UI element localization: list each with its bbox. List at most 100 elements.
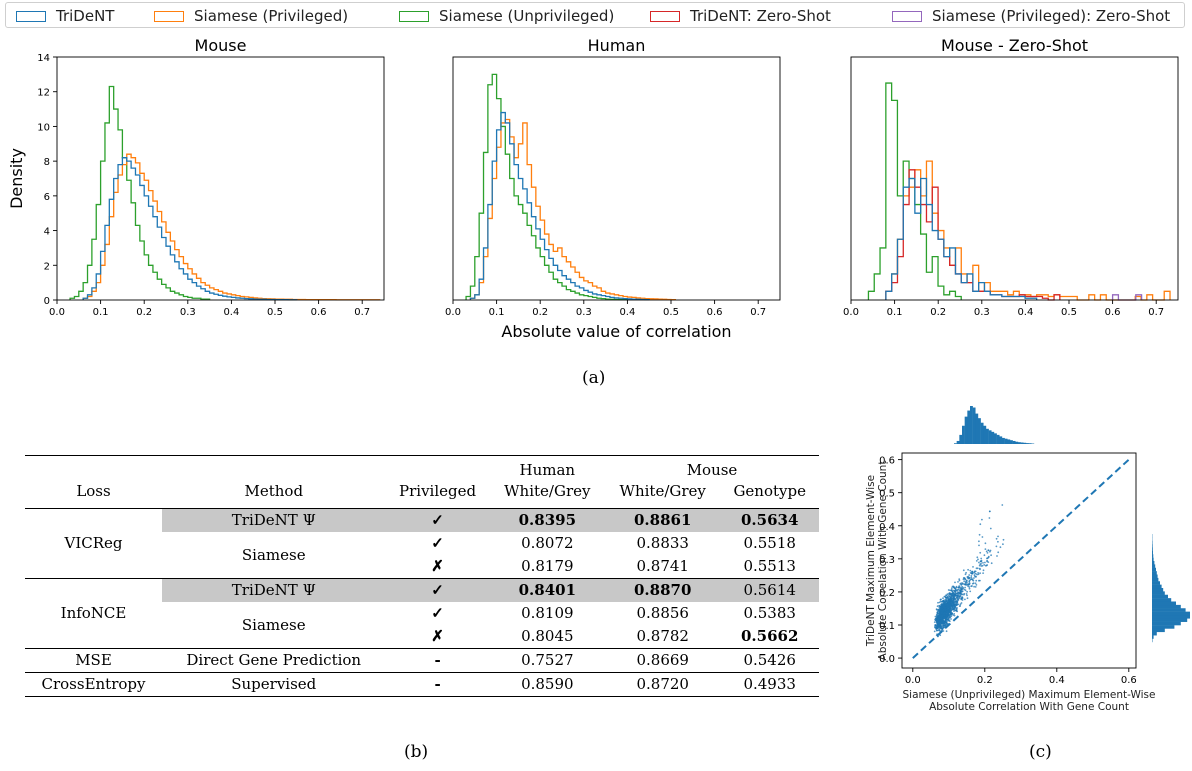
scatter-point	[937, 615, 939, 618]
table-body: VICReg TriDeNT Ψ ✓ 0.8395 0.8861 0.5634 Siames…	[25, 508, 819, 697]
y-tick-label: 0.4	[879, 522, 895, 533]
marginal-bar	[1152, 601, 1176, 606]
scatter-point	[942, 606, 945, 608]
scatter-point	[952, 594, 955, 597]
scatter-point	[987, 549, 990, 552]
scatter-point	[969, 569, 972, 572]
scatter-point	[950, 613, 953, 616]
scatter-point	[945, 600, 948, 603]
marginal-bar	[1152, 611, 1190, 616]
scatter-point	[970, 585, 973, 588]
scatter-point	[956, 592, 959, 595]
cell-human-wg: 0.8590	[521, 675, 574, 693]
scatter-point	[947, 598, 950, 601]
scatter-point	[956, 610, 959, 613]
scatter-point	[948, 614, 950, 616]
scatter-point	[963, 580, 966, 583]
x-tick-label: 0.4	[223, 307, 239, 318]
cell-loss: InfoNCE	[60, 604, 127, 622]
cell-genotype: 0.5518	[743, 534, 796, 552]
scatter-point	[935, 608, 938, 610]
table-row: MSE Direct Gene Prediction - 0.7527 0.8669 0.…	[25, 649, 819, 673]
cell-privileged: ✓	[431, 604, 444, 622]
scatter-point	[952, 614, 954, 616]
scatter-point	[970, 578, 972, 581]
scatter-point	[944, 608, 947, 610]
scatter-point	[953, 610, 955, 612]
marginal-bar	[988, 430, 992, 444]
cell-human-wg: 0.8045	[521, 627, 574, 645]
scatter-point	[969, 572, 972, 574]
legend-label: TriDeNT: Zero-Shot	[690, 7, 831, 25]
scatter-point	[942, 597, 944, 600]
table-row: ✗ 0.8045 0.8782 0.5662	[25, 625, 819, 649]
scatter-point	[950, 589, 953, 591]
histogram-series-1-2	[469, 111, 650, 301]
scatter-point	[953, 607, 956, 610]
y-tick-label: 4	[44, 227, 50, 238]
scatter-point	[949, 592, 951, 595]
scatter-point	[941, 620, 943, 622]
histogram-2: Mouse - Zero-Shot 0.0 0.1 0.2 0.3 0.4 0.5 0.6 0.…	[843, 36, 1179, 318]
th-loss: Loss	[76, 482, 111, 500]
scatter-point	[964, 589, 967, 592]
cell-mouse-wg: 0.8870	[605, 578, 721, 602]
marginal-bar	[1152, 591, 1165, 595]
scatter-point	[954, 603, 957, 606]
scatter-point	[968, 580, 971, 583]
cell-loss: VICReg	[64, 534, 123, 552]
scatter-point	[986, 552, 989, 554]
scatter-point	[957, 581, 959, 583]
scatter-point	[985, 550, 988, 553]
scatter-point	[938, 604, 941, 607]
cell-mouse-wg: 0.8833	[636, 534, 689, 552]
cell-human-wg: 0.7527	[521, 651, 574, 669]
scatter-point	[960, 602, 963, 604]
scatter-point	[948, 619, 950, 622]
scatter-point	[944, 596, 947, 599]
marginal-bar	[1152, 608, 1186, 612]
scatter-point	[971, 578, 974, 581]
scatter-point	[981, 564, 984, 567]
cell-privileged: ✗	[431, 627, 444, 645]
x-tick-label: 0.7	[1148, 307, 1164, 318]
th-method: Method	[244, 482, 304, 500]
scatter-point	[961, 593, 963, 596]
y-tick-label: 0.3	[879, 555, 895, 566]
scatter-point	[968, 583, 970, 585]
scatter-point	[933, 621, 936, 623]
scatter-point	[951, 597, 954, 600]
marginal-bar	[1152, 635, 1154, 639]
scatter-point	[961, 596, 964, 599]
scatter-point	[946, 608, 949, 611]
scatter-point	[959, 593, 961, 596]
scatter-point	[958, 578, 961, 580]
marginal-bar	[1152, 615, 1190, 619]
table-row: Siamese ✓ 0.8072 0.8833 0.5518	[25, 532, 819, 564]
x-tick-label: 0.3	[576, 307, 592, 318]
scatter-point	[965, 584, 968, 586]
cell-loss: CrossEntropy	[41, 675, 146, 693]
scatter-point	[946, 611, 949, 614]
scatter-point	[982, 569, 985, 572]
scatter-point	[986, 559, 988, 562]
caption-c: (c)	[1029, 742, 1052, 762]
scatter-point	[968, 587, 971, 590]
scatter-point	[984, 548, 987, 550]
scatter-point	[953, 599, 955, 601]
chart-title: Mouse	[195, 36, 247, 55]
scatter-point	[978, 561, 980, 564]
x-axis-label: Absolute Correlation With Gene Count	[929, 701, 1129, 713]
scatter-point	[959, 603, 962, 606]
scatter-point	[978, 540, 980, 543]
plot-frame	[901, 452, 1137, 669]
scatter-point	[944, 621, 947, 623]
scatter-point	[973, 577, 975, 579]
marginal-bar	[1023, 442, 1027, 444]
scatter-point	[945, 613, 948, 616]
marginal-bar	[1152, 581, 1160, 585]
scatter-point	[972, 566, 974, 568]
cell-privileged: -	[434, 675, 441, 693]
scatter-point	[957, 597, 959, 599]
x-tick-label: 0.5	[267, 307, 283, 318]
